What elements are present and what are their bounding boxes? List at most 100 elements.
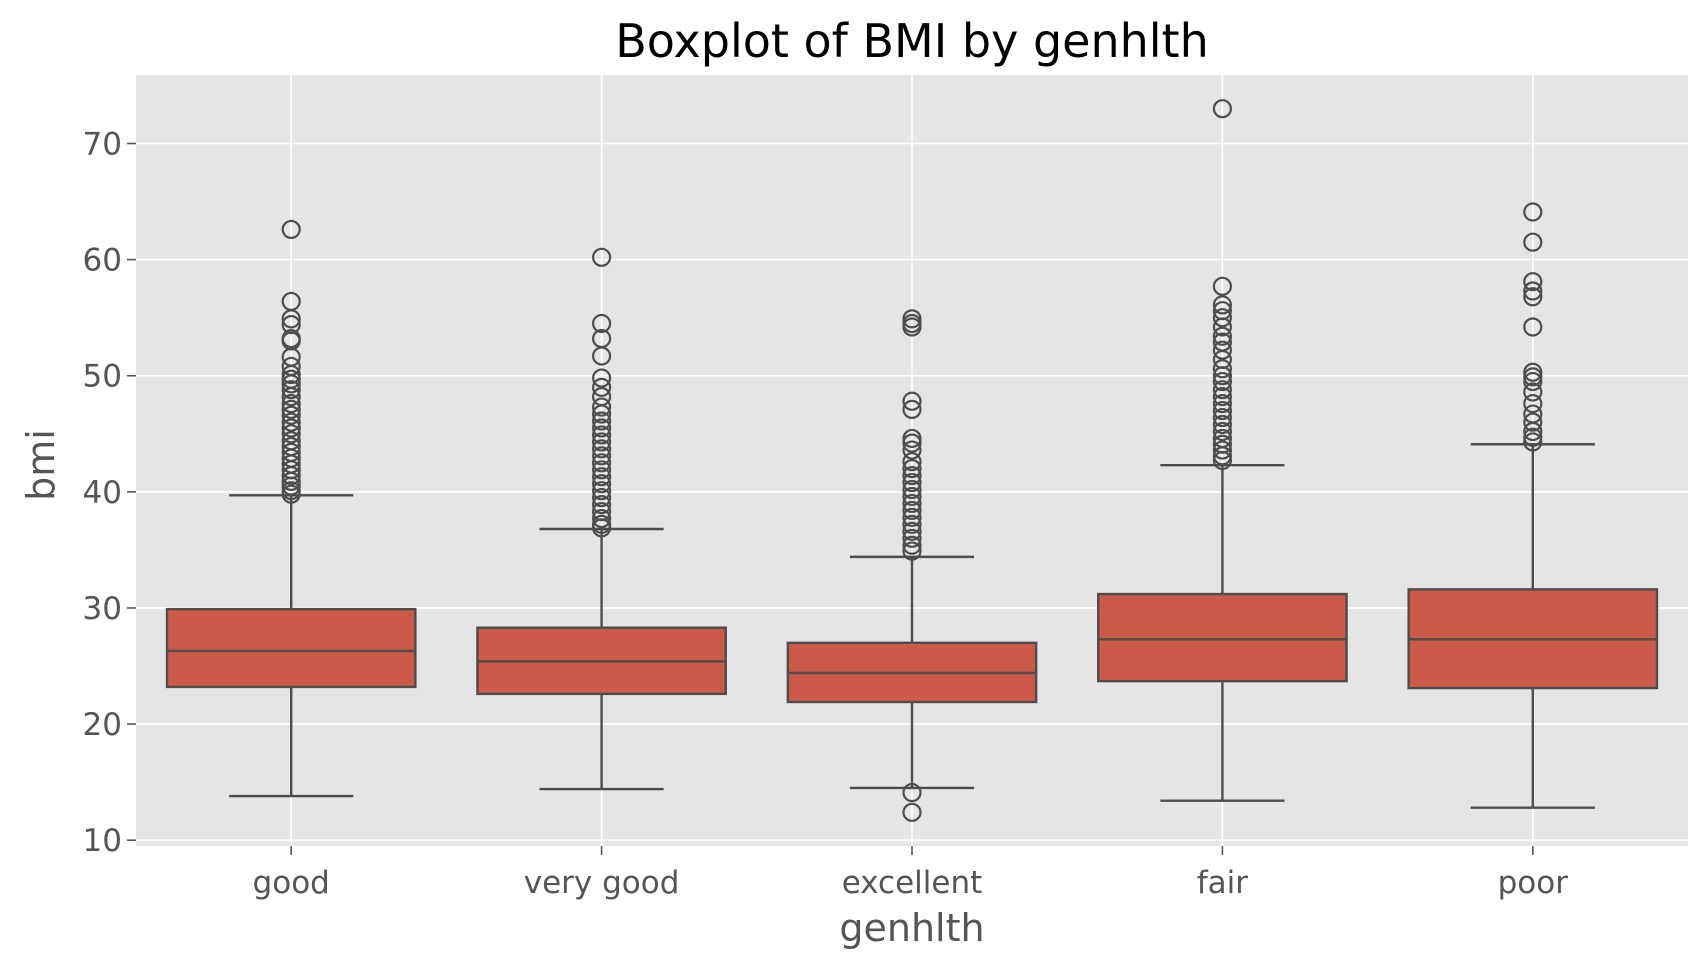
y-tick-label: 70 <box>83 127 122 163</box>
outlier-point <box>281 476 301 496</box>
outlier-point <box>902 459 922 479</box>
outlier-point <box>281 399 301 420</box>
outlier-point <box>281 412 301 432</box>
box-group-excellent <box>786 309 1038 822</box>
x-axis-label: genhlth <box>839 906 984 950</box>
x-tick-label: very good <box>524 865 680 901</box>
outlier-point <box>591 411 612 431</box>
outlier-point <box>1212 366 1233 386</box>
outlier-point <box>591 247 612 267</box>
outlier-point <box>902 521 922 541</box>
outlier-point <box>1212 400 1233 421</box>
outlier-point <box>1523 432 1543 452</box>
outlier-point <box>1523 287 1543 307</box>
outlier-point <box>902 535 922 555</box>
outlier-point <box>1212 421 1233 442</box>
outlier-point <box>902 782 922 803</box>
outlier-point <box>902 479 922 500</box>
outlier-point <box>591 481 612 501</box>
outlier-point <box>1212 276 1233 296</box>
outlier-point <box>1523 272 1543 292</box>
outlier-point <box>591 474 612 494</box>
outlier-point <box>591 432 612 452</box>
y-tick-label: 60 <box>83 243 122 279</box>
outlier-point <box>281 374 301 394</box>
y-tick-label: 40 <box>83 475 122 511</box>
outlier-point <box>902 493 922 514</box>
outlier-point <box>281 219 301 240</box>
outlier-point <box>1523 362 1543 382</box>
outlier-point <box>1212 440 1233 460</box>
outlier-point <box>281 405 301 425</box>
outlier-point <box>591 397 612 417</box>
outlier-point <box>902 465 922 486</box>
outlier-point <box>281 418 301 438</box>
outlier-point <box>591 425 612 445</box>
outlier-point <box>281 364 301 385</box>
outlier-point <box>902 541 922 561</box>
box-group-very-good <box>476 247 727 791</box>
y-tick-label: 50 <box>83 359 122 395</box>
outlier-point <box>281 484 301 504</box>
outlier-point <box>591 418 612 438</box>
outlier-point <box>281 309 301 329</box>
outlier-point <box>902 452 922 472</box>
y-axis-label: bmi <box>19 429 63 501</box>
outlier-point <box>1523 371 1543 392</box>
outlier-point <box>591 460 612 480</box>
outlier-point <box>902 500 922 521</box>
y-tick-label: 10 <box>83 823 122 859</box>
x-tick-label: fair <box>1197 865 1249 901</box>
box <box>1097 592 1348 683</box>
box <box>165 607 417 689</box>
outlier-point <box>591 404 612 424</box>
outlier-point <box>591 439 612 459</box>
x-tick-label: poor <box>1498 865 1569 901</box>
outlier-point <box>902 514 922 534</box>
y-tick-label: 30 <box>83 591 122 627</box>
outlier-point <box>1523 382 1543 402</box>
outlier-point <box>902 428 922 449</box>
x-tick-label: good <box>253 865 330 901</box>
outlier-point <box>902 399 922 420</box>
outlier-point <box>902 440 922 460</box>
outlier-point <box>902 486 922 507</box>
box-group-poor <box>1407 202 1659 809</box>
outlier-point <box>281 471 301 492</box>
outlier-point <box>902 433 922 453</box>
outlier-point <box>1212 407 1233 428</box>
outlier-point <box>1523 412 1543 432</box>
outlier-point <box>591 508 612 529</box>
outlier-point <box>1212 371 1233 392</box>
outlier-point <box>1212 317 1233 337</box>
outlier-point <box>1523 317 1543 337</box>
outlier-point <box>281 380 301 400</box>
box-series <box>165 99 1659 822</box>
outlier-point <box>1212 99 1233 119</box>
outlier-point <box>1212 394 1233 414</box>
outlier-point <box>591 313 612 334</box>
outlier-point <box>902 391 922 411</box>
outlier-point <box>1523 394 1543 414</box>
chart-title: Boxplot of BMI by genhlth <box>615 14 1209 68</box>
outlier-point <box>902 309 922 329</box>
outlier-point <box>1212 359 1233 379</box>
outlier-point <box>902 317 922 337</box>
outlier-point <box>591 518 612 538</box>
outlier-point <box>902 472 922 493</box>
outlier-point <box>591 488 612 508</box>
outlier-point <box>1212 387 1233 407</box>
x-axis-ticks: good very good excellent fair poor <box>253 846 1569 901</box>
outlier-point <box>281 465 301 486</box>
outlier-point <box>1523 281 1543 301</box>
outlier-point <box>591 446 612 466</box>
y-tick-label: 20 <box>83 707 122 743</box>
outlier-point <box>591 346 612 366</box>
outlier-point <box>591 377 612 397</box>
box-group-good <box>165 219 417 798</box>
outlier-point <box>591 453 612 473</box>
outlier-point <box>281 387 301 407</box>
outlier-point <box>1523 202 1543 222</box>
x-tick-label: excellent <box>842 865 983 901</box>
